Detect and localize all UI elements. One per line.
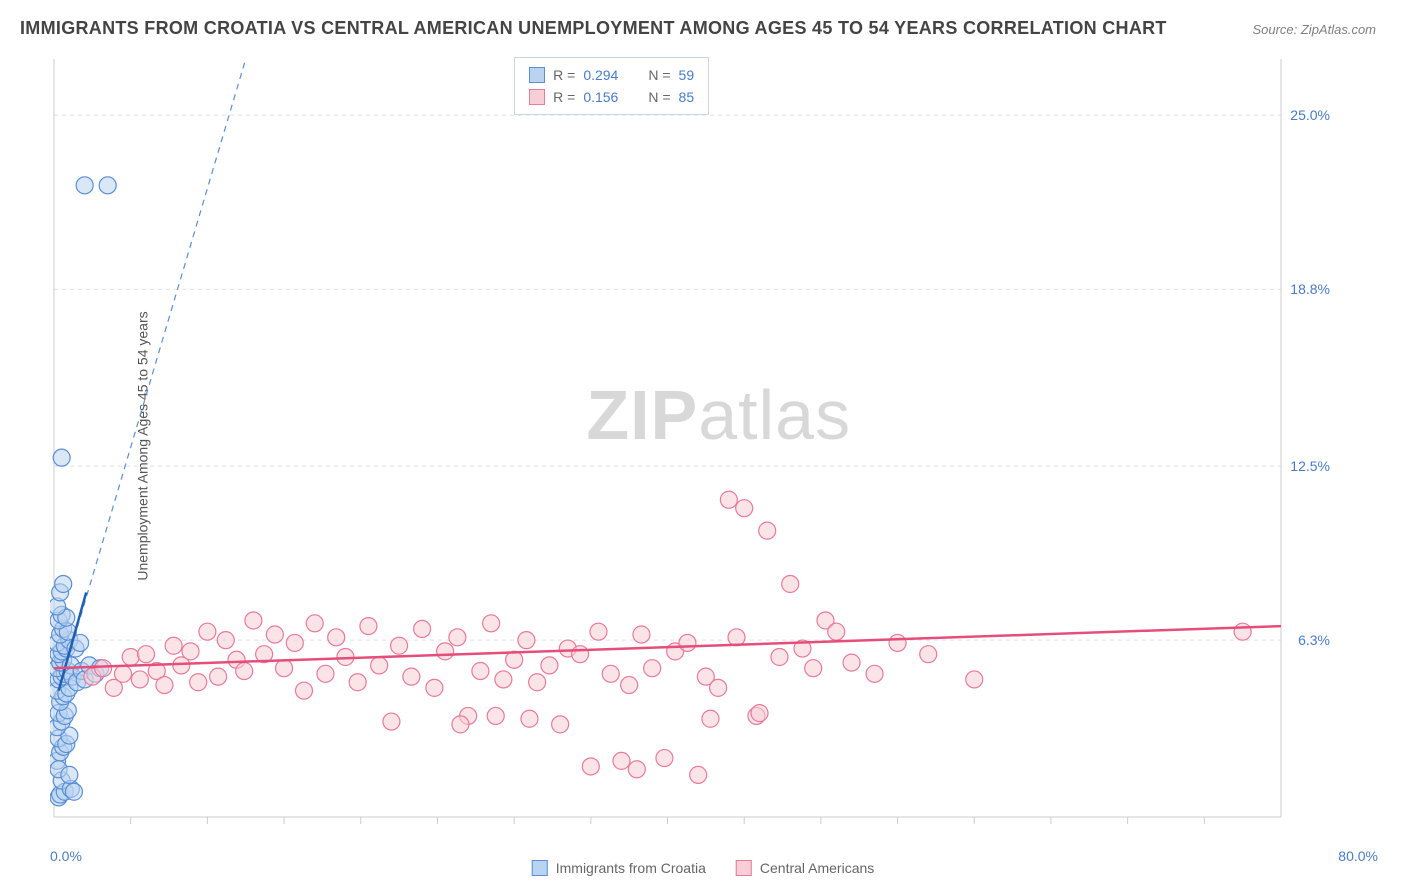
x-axis-min-label: 0.0%: [50, 848, 82, 864]
legend-swatch: [529, 89, 545, 105]
legend-swatch: [532, 860, 548, 876]
legend-r-value: 0.156: [583, 86, 618, 108]
legend-r-label: R =: [553, 86, 575, 108]
legend-stats-box: R = 0.294 N = 59 R = 0.156 N = 85: [514, 57, 709, 115]
legend-series-label: Immigrants from Croatia: [556, 860, 706, 876]
legend-stat-row: R = 0.294 N = 59: [529, 64, 694, 86]
legend-n-label: N =: [648, 86, 670, 108]
legend-swatch: [529, 67, 545, 83]
legend-r-value: 0.294: [583, 64, 618, 86]
source-attribution: Source: ZipAtlas.com: [1252, 22, 1376, 37]
svg-text:25.0%: 25.0%: [1290, 107, 1330, 123]
x-axis-max-label: 80.0%: [1338, 848, 1378, 864]
legend-stat-row: R = 0.156 N = 85: [529, 86, 694, 108]
chart-title: IMMIGRANTS FROM CROATIA VS CENTRAL AMERI…: [20, 18, 1167, 39]
legend-series-item: Central Americans: [736, 860, 874, 876]
chart-plot-area: 6.3%12.5%18.8%25.0% ZIPatlas R =0.294N =…: [50, 55, 1336, 837]
svg-text:6.3%: 6.3%: [1298, 632, 1330, 648]
legend-series-label: Central Americans: [760, 860, 874, 876]
legend-n-value: 85: [679, 86, 695, 108]
legend-series-item: Immigrants from Croatia: [532, 860, 706, 876]
legend-r-label: R =: [553, 64, 575, 86]
svg-text:12.5%: 12.5%: [1290, 458, 1330, 474]
scatter-svg: 6.3% 12.5% 18.8% 25.0%: [50, 55, 1336, 837]
svg-text:18.8%: 18.8%: [1290, 281, 1330, 297]
legend-n-value: 59: [679, 64, 695, 86]
legend-series: Immigrants from Croatia Central Americans: [532, 860, 875, 876]
legend-n-label: N =: [648, 64, 670, 86]
legend-swatch: [736, 860, 752, 876]
